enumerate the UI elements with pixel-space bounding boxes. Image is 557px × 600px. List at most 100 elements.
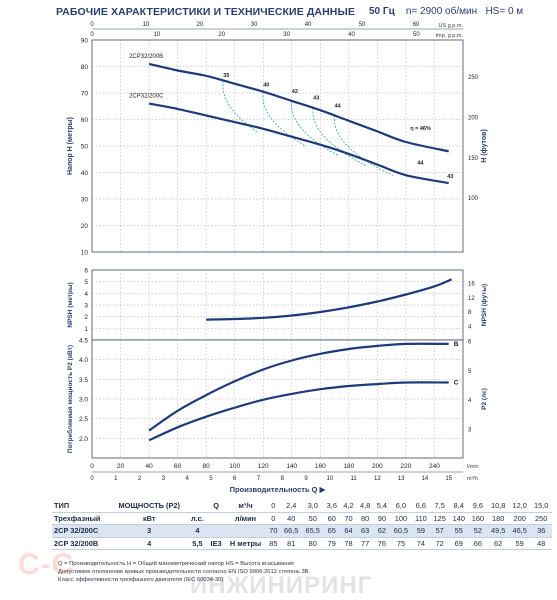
x-tick-label-m3h: 11 (350, 476, 357, 482)
note-line: Класс эффективности трехфазного двигател… (58, 577, 224, 583)
efficiency-label: 44 (335, 104, 342, 110)
table-cell: 55 (449, 524, 469, 538)
efficiency-iso-line (312, 107, 367, 166)
table-row: 2CP 32/200C 3 4 70 66,5 65,5 65 64 63 62 60,5 59 57 5… (52, 524, 552, 538)
x-tick-label-m3h: 12 (374, 476, 381, 482)
y-right-axis-title: P2 (лс) (481, 388, 488, 410)
table-cell: 79 (323, 537, 341, 550)
power-curve-b (148, 342, 449, 432)
table-cell: 80 (356, 512, 374, 525)
table-cell: 10,8 (487, 500, 509, 513)
table-cell: Трехфазный (52, 512, 111, 525)
x-tick-label-m3h: 14 (422, 476, 429, 482)
table-cell: 64 (340, 524, 357, 538)
x-axis-title: Производительность Q ▶ (230, 485, 327, 494)
table-cell: Q (207, 500, 225, 513)
series-label: B (454, 341, 459, 348)
note-line: Q = Производительность H = Общий маномет… (58, 561, 294, 567)
table-cell: 77 (356, 537, 374, 550)
table-cell: 2CP 32/200B (52, 537, 111, 550)
table-cell: 66 (468, 537, 488, 550)
x-tick-label-m3h: 2 (138, 476, 142, 482)
speed-label: n= 2900 об/мин (405, 6, 478, 17)
y-axis-title: NPSH (метры) (67, 282, 74, 327)
table-cell (224, 524, 267, 538)
x-tick-label-m3h: 10 (326, 476, 333, 482)
y-right-tick-label: 250 (468, 75, 479, 81)
y-right-tick-label: 150 (468, 156, 479, 162)
table-cell: 9,6 (468, 500, 488, 513)
table-cell: 110 (411, 512, 431, 525)
efficiency-label: 35 (223, 73, 229, 79)
x-unit-lmin: l/min (467, 464, 479, 470)
operating-conditions: 50 Гц n= 2900 об/мин HS= 0 м (369, 6, 523, 17)
table-cell: 46,5 (508, 524, 531, 538)
y-tick-label: 1 (84, 326, 88, 333)
table-cell: 70 (340, 512, 357, 525)
x-tick-label-lmin: 200 (372, 463, 383, 470)
y-tick-label: 40 (81, 170, 89, 177)
table-cell: 66,5 (280, 524, 302, 538)
table-cell: 52 (468, 524, 488, 538)
x-tick-label-m3h: 4 (185, 476, 189, 482)
table-cell: 4 (110, 537, 188, 550)
imp-gpm-unit: Imp. g.p.m. (435, 33, 463, 39)
efficiency-label: 43 (447, 174, 453, 180)
x-tick-label-lmin: 120 (258, 463, 269, 470)
x-tick-label-m3h: 3 (162, 476, 166, 482)
x-unit-m3h: m³/h (467, 476, 478, 482)
y-tick-label: 80 (81, 64, 89, 71)
table-cell: 60 (323, 512, 341, 525)
imp-gpm-tick-label: 10 (154, 32, 161, 38)
table-cell: 36 (530, 524, 552, 538)
power-chart: 2.0 2.5 3.0 3.5 4.0 4.5 3 4 5 6 Потребляемая мощно… (66, 338, 488, 495)
imp-gpm-tick-label: 50 (413, 32, 420, 38)
table-cell: 80 (301, 537, 324, 550)
x-tick-label-lmin: 180 (343, 463, 354, 470)
x-tick-label-lmin: 100 (229, 463, 240, 470)
page-title: РАБОЧИЕ ХАРАКТЕРИСТИКИ И ТЕХНИЧЕСКИЕ ДАН… (56, 6, 355, 18)
x-tick-label-m3h: 9 (304, 476, 308, 482)
y-tick-label: 10 (81, 250, 89, 257)
us-gpm-tick-label: 40 (305, 22, 312, 28)
table-cell (207, 524, 225, 538)
table-cell: 7,5 (430, 500, 450, 513)
y-right-tick-label: 3 (468, 428, 472, 434)
us-gpm-tick-label: 0 (90, 22, 94, 28)
table-cell: 5,4 (373, 500, 391, 513)
table-cell: 74 (411, 537, 431, 550)
us-gpm-tick-label: 60 (413, 22, 420, 28)
y-right-tick-label: 4 (468, 398, 472, 404)
y-right-tick-label: 100 (468, 196, 479, 202)
table-cell: 12,0 (508, 500, 531, 513)
table-cell: 250 (530, 512, 552, 525)
table-cell: 40 (280, 512, 302, 525)
efficiency-label: 42 (292, 89, 298, 95)
table-cell: 2CP 32/200C (52, 524, 111, 538)
us-gpm-tick-label: 20 (197, 22, 204, 28)
y-tick-label: 20 (81, 223, 89, 230)
y-tick-label: 60 (81, 117, 89, 124)
table-cell: л/мин (224, 512, 267, 525)
series-label: 2CP32/200B (129, 54, 163, 60)
frequency-label: 50 Гц (369, 6, 395, 17)
table-cell: 72 (430, 537, 450, 550)
imp-gpm-tick-label: 0 (90, 32, 94, 38)
table-cell: 100 (390, 512, 412, 525)
table-cell: 200 (508, 512, 531, 525)
y-axis-title: Напор H (метры) (67, 117, 74, 175)
table-row: 2CP 32/200B 4 5,5 IE3 H метры 85 81 80 79 78 77 76 7… (52, 537, 552, 550)
x-tick-label-lmin: 240 (429, 463, 440, 470)
imp-gpm-tick-label: 40 (348, 32, 355, 38)
y-tick-label: 2.5 (79, 416, 88, 423)
y-tick-label: 50 (81, 144, 89, 151)
table-cell: 65,5 (301, 524, 324, 538)
table-cell: 3 (110, 524, 188, 538)
y-tick-label: 90 (81, 38, 89, 45)
table-cell: 69 (449, 537, 469, 550)
table-cell (187, 500, 208, 513)
suction-height-label: HS= 0 м (485, 6, 524, 17)
